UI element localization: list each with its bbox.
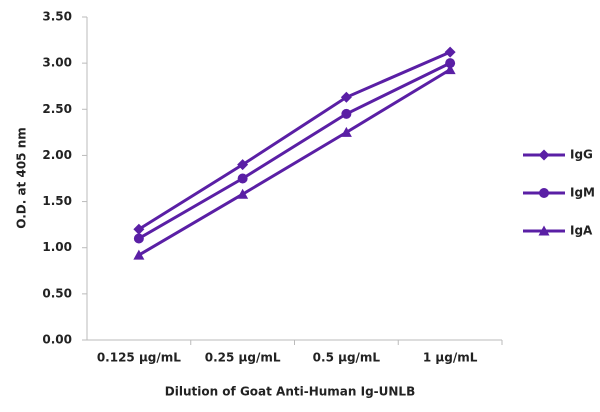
legend-marker: [539, 188, 549, 198]
data-point: [133, 233, 144, 244]
data-point: [340, 126, 352, 137]
legend-label: IgM: [570, 186, 595, 200]
y-tick-label: 2.50: [42, 102, 72, 116]
data-point: [133, 223, 145, 235]
series-line: [138, 50, 451, 231]
data-point: [341, 108, 352, 119]
y-tick-label: 2.00: [42, 148, 72, 162]
series-line: [138, 61, 451, 240]
legend-label: IgA: [570, 224, 593, 238]
x-tick-label: 0.25 µg/mL: [205, 351, 281, 365]
legend-marker: [538, 225, 550, 236]
y-tick-label: 0.00: [42, 333, 72, 347]
y-tick-label: 1.00: [42, 240, 72, 254]
data-point: [340, 91, 352, 103]
y-tick-label: 0.50: [42, 286, 72, 300]
x-tick-label: 1 µg/mL: [423, 351, 478, 365]
data-point: [445, 58, 456, 69]
data-point: [444, 46, 456, 58]
y-tick-label: 1.50: [42, 194, 72, 208]
data-point: [133, 249, 145, 260]
data-point: [237, 173, 248, 184]
legend-marker: [538, 149, 550, 161]
data-point: [444, 64, 456, 75]
y-axis-label: O.D. at 405 nm: [15, 127, 29, 228]
y-tick-label: 3.50: [42, 10, 72, 24]
x-axis-label: Dilution of Goat Anti-Human Ig-UNLB: [165, 385, 415, 399]
x-tick-label: 0.5 µg/mL: [313, 351, 381, 365]
data-point: [237, 188, 249, 199]
y-tick-label: 3.00: [42, 56, 72, 70]
legend-label: IgG: [570, 148, 593, 162]
series-line: [138, 68, 451, 257]
x-tick-label: 0.125 µg/mL: [97, 351, 181, 365]
data-point: [237, 159, 249, 171]
